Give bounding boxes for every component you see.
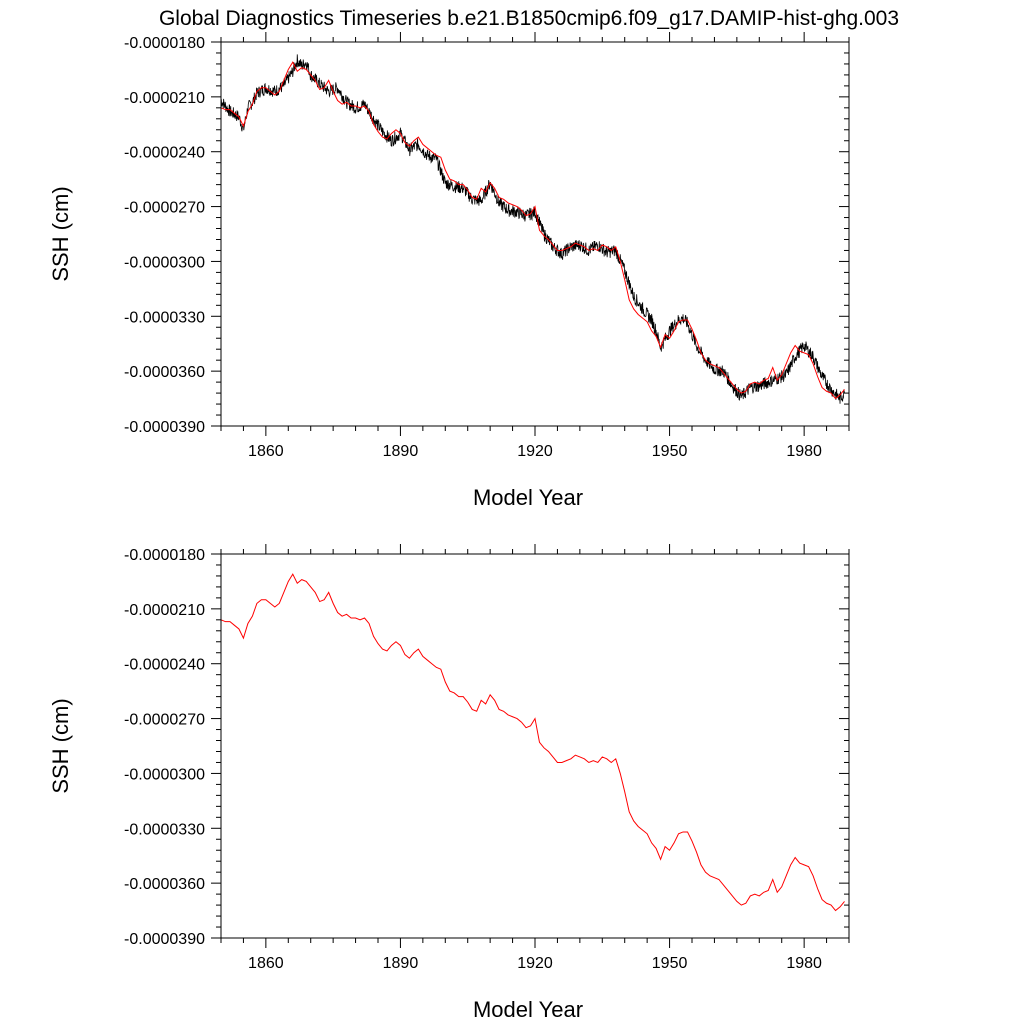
x-tick-label: 1920 [517,955,553,972]
series-line-annual-mean [220,61,845,400]
x-tick-label: 1890 [383,443,419,460]
panel-top: 1860 1890 1920 1950 1980 -0.0000180 -0.0000210… [48,32,850,510]
y-tick-label: -0.0000240 [124,145,205,162]
y-tick-label: -0.0000240 [124,657,205,674]
y-tick-label: -0.0000330 [124,309,205,326]
x-axis-label-top: Model Year [473,485,583,510]
y-tick-label: -0.0000210 [124,90,205,107]
x-tick-label: 1860 [248,443,284,460]
x-tick-label: 1980 [786,955,822,972]
series-layer-top [220,54,845,404]
x-axis-label-bottom: Model Year [473,997,583,1022]
y-tick-label: -0.0000360 [124,876,205,893]
y-tick-label: -0.0000360 [124,364,205,381]
series-line-annual-mean [220,573,845,912]
series-layer-bottom [220,573,845,912]
y-tick-label: -0.0000390 [124,419,205,436]
figure-title: Global Diagnostics Timeseries b.e21.B185… [159,7,899,30]
y-tick-label: -0.0000210 [124,602,205,619]
y-axis-label-top: SSH (cm) [48,186,73,281]
panel-bottom: 1860 1890 1920 1950 1980 -0.0000180 -0.0000210… [48,544,850,1022]
x-tick-label: 1920 [517,443,553,460]
y-tick-label: -0.0000180 [124,547,205,564]
ticks-bottom: 1860 1890 1920 1950 1980 -0.0000180 -0.0000210… [124,544,850,972]
x-tick-label: 1860 [248,955,284,972]
ticks-top: 1860 1890 1920 1950 1980 -0.0000180 -0.0000210… [124,32,850,460]
y-tick-label: -0.0000300 [124,254,205,271]
y-tick-label: -0.0000270 [124,200,205,217]
y-axis-label-bottom: SSH (cm) [48,698,73,793]
x-tick-label: 1950 [652,443,688,460]
x-tick-label: 1890 [383,955,419,972]
y-tick-label: -0.0000330 [124,821,205,838]
y-tick-label: -0.0000180 [124,35,205,52]
x-tick-label: 1950 [652,955,688,972]
x-tick-label: 1980 [786,443,822,460]
y-tick-label: -0.0000300 [124,766,205,783]
y-tick-label: -0.0000390 [124,931,205,948]
y-tick-label: -0.0000270 [124,712,205,729]
